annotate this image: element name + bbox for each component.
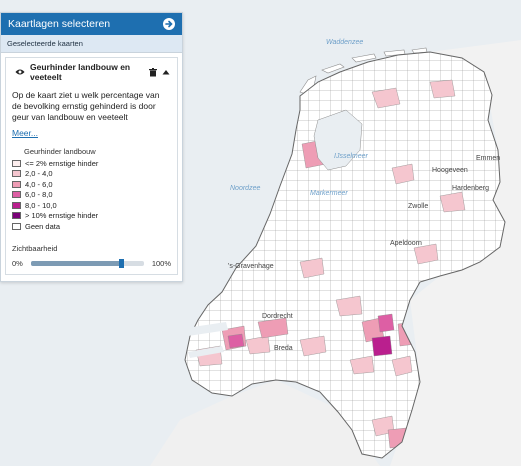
legend-swatch (12, 159, 21, 167)
visibility-row: 0% 100% (12, 258, 171, 268)
trash-icon[interactable] (148, 67, 158, 77)
layer-title: Geurhinder landbouw en veeteelt (30, 62, 131, 82)
legend-label: 6,0 - 8,0 (25, 190, 53, 200)
more-link[interactable]: Meer... (12, 128, 38, 139)
visibility-slider-fill (30, 260, 122, 266)
legend-item: 2,0 - 4,0 (12, 169, 171, 180)
map-label-den-haag: 's-Gravenhage (228, 263, 274, 270)
legend-label: Geen data (25, 221, 61, 231)
layer-panel: Kaartlagen selecteren Geselecteerde kaar… (0, 12, 183, 282)
legend-item: <= 2% ernstige hinder (12, 158, 171, 169)
map-label-dordrecht: Dordrecht (262, 313, 293, 320)
eye-icon[interactable] (15, 67, 25, 77)
map-label-breda: Breda (274, 345, 293, 352)
legend-item: > 10% ernstige hinder (12, 211, 171, 222)
selected-maps-subheader: Geselecteerde kaarten (1, 35, 182, 53)
map-label-noordzee: Noordzee (230, 185, 260, 192)
visibility-slider[interactable] (30, 258, 144, 268)
legend-label: > 10% ernstige hinder (25, 211, 99, 221)
legend-swatch (12, 180, 21, 188)
map-label-hoogeveen: Hoogeveen (432, 167, 468, 174)
collapse-icon[interactable] (161, 67, 171, 77)
legend-swatch (12, 170, 21, 178)
visibility-max-label: 100% (151, 258, 171, 268)
legend-item: Geen data (12, 221, 171, 232)
legend-item: 6,0 - 8,0 (12, 190, 171, 201)
panel-header-title: Kaartlagen selecteren (8, 18, 111, 30)
map-label-emmen: Emmen (476, 155, 500, 162)
map-label-markermeer: Markermeer (310, 190, 348, 197)
legend-label: 2,0 - 4,0 (25, 169, 53, 179)
layer-description: Op de kaart ziet u welk percentage van d… (12, 90, 160, 123)
legend-item: 8,0 - 10,0 (12, 200, 171, 211)
map-label-zwolle: Zwolle (408, 203, 428, 210)
legend-item: 4,0 - 6,0 (12, 179, 171, 190)
map-label-waddenzee: Waddenzee (326, 39, 363, 46)
visibility-min-label: 0% (12, 258, 23, 268)
legend-swatch (12, 201, 21, 209)
map-label-hardenberg: Hardenberg (452, 185, 489, 192)
map-label-ijsselmeer: IJsselmeer (334, 153, 369, 160)
layer-card: Geurhinder landbouw en veeteelt Op de ka… (5, 57, 178, 275)
legend-label: <= 2% ernstige hinder (25, 158, 99, 168)
legend-swatch (12, 222, 21, 230)
visibility-slider-handle[interactable] (119, 258, 125, 268)
legend-swatch (12, 191, 21, 199)
legend-label: 8,0 - 10,0 (25, 200, 57, 210)
visibility-title: Zichtbaarheid (12, 243, 58, 253)
panel-header[interactable]: Kaartlagen selecteren (1, 13, 182, 35)
layer-header: Geurhinder landbouw en veeteelt (12, 62, 171, 82)
legend-swatch (12, 212, 21, 220)
map-labels: Waddenzee IJsselmeer Noordzee Markermeer… (228, 39, 500, 352)
legend-title: Geurhinder landbouw (24, 147, 96, 157)
arrow-right-icon[interactable] (163, 18, 175, 30)
legend-label: 4,0 - 6,0 (25, 179, 53, 189)
map-label-apeldoorn: Apeldoorn (390, 240, 422, 247)
legend: Geurhinder landbouw <= 2% ernstige hinde… (12, 147, 171, 232)
